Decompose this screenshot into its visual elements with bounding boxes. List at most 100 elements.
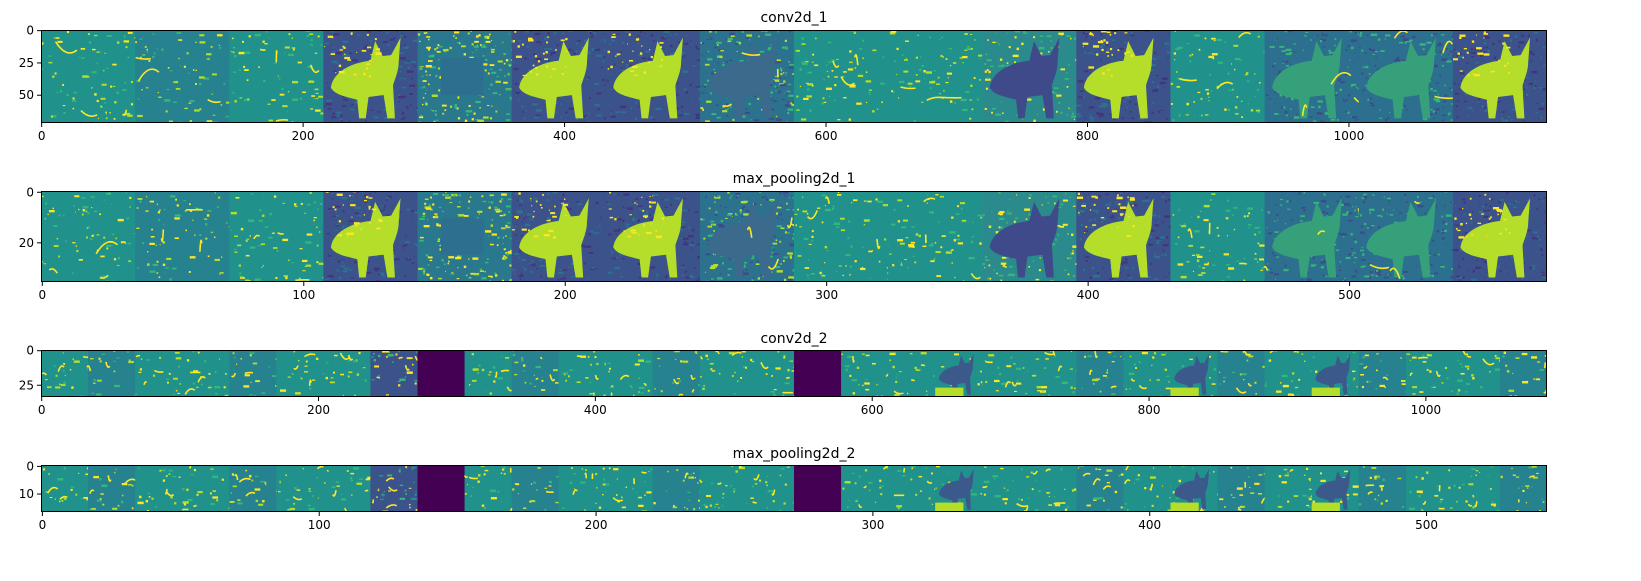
activation-speck [937, 76, 940, 79]
feature-map-tile [1217, 350, 1268, 397]
feature-map-tile [1452, 191, 1547, 282]
activation-speck [156, 203, 158, 205]
activation-speck [458, 201, 461, 203]
activation-speck [1488, 220, 1491, 223]
activation-speck [1026, 98, 1032, 101]
activation-speck [684, 122, 691, 123]
activation-speck [929, 87, 932, 90]
tile-background [1170, 30, 1266, 123]
activation-speck [1157, 56, 1160, 58]
activation-speck [717, 55, 719, 58]
activation-speck [291, 262, 294, 264]
activation-edge [690, 374, 695, 381]
activation-edge [723, 103, 732, 107]
activation-speck [53, 225, 58, 227]
activation-speck [1155, 219, 1158, 221]
activation-speck [1223, 376, 1227, 379]
activation-speck [222, 122, 226, 123]
activation-speck [1277, 219, 1279, 221]
activation-speck [249, 246, 256, 249]
activation-speck [782, 72, 785, 74]
activation-speck [340, 265, 346, 268]
activation-edge [277, 232, 284, 235]
activation-speck [899, 371, 902, 373]
activation-speck [1469, 51, 1471, 53]
feature-map-tile [1170, 350, 1219, 397]
activation-speck [1191, 53, 1194, 56]
activation-speck [1542, 276, 1547, 279]
activation-speck [799, 85, 801, 87]
activation-speck [332, 112, 335, 115]
activation-speck [1469, 197, 1472, 200]
activation-speck [91, 48, 96, 51]
feature-map-tile [1358, 30, 1458, 123]
activation-speck [1525, 97, 1527, 99]
x-tick-label: 300 [815, 288, 838, 302]
activation-speck [397, 380, 401, 383]
activation-speck [354, 206, 361, 210]
activation-speck [890, 253, 893, 255]
activation-speck [175, 357, 182, 360]
activation-edge [253, 234, 261, 240]
activation-speck [369, 193, 372, 195]
activation-speck [525, 215, 528, 218]
activation-speck [508, 210, 511, 213]
activation-speck [681, 224, 684, 226]
activation-speck [708, 207, 711, 210]
activation-speck [971, 108, 974, 111]
activation-speck [1483, 215, 1489, 218]
activation-speck [449, 202, 453, 204]
activation-speck [1204, 114, 1209, 116]
activation-speck [770, 390, 775, 393]
activation-speck [1429, 253, 1431, 255]
x-tick-label: 100 [292, 288, 315, 302]
activation-speck [1452, 58, 1459, 61]
activation-speck [1021, 118, 1025, 120]
activation-speck [91, 234, 94, 237]
activation-speck [1105, 41, 1109, 44]
activation-speck [709, 266, 716, 270]
activation-speck [1303, 209, 1306, 212]
activation-speck [1283, 269, 1289, 272]
activation-speck [206, 53, 212, 56]
activation-speck [497, 60, 503, 63]
activation-speck [1530, 53, 1534, 55]
activation-speck [1157, 222, 1159, 224]
activation-speck [375, 48, 380, 51]
activation-speck [791, 370, 795, 372]
activation-speck [398, 384, 401, 387]
activation-speck [934, 257, 936, 259]
activation-speck [385, 394, 389, 396]
activation-speck [497, 210, 502, 212]
activation-speck [788, 84, 792, 86]
activation-speck [55, 374, 58, 377]
activation-speck [775, 115, 778, 118]
activation-speck [1168, 32, 1170, 35]
activation-speck [1502, 119, 1509, 122]
activation-speck [1127, 274, 1130, 277]
activation-speck [594, 356, 597, 359]
activation-speck [665, 274, 668, 277]
activation-speck [1099, 390, 1102, 393]
activation-speck [491, 105, 493, 107]
activation-speck [1344, 73, 1347, 76]
activation-speck [780, 205, 782, 207]
activation-speck [1431, 274, 1435, 278]
activation-speck [793, 395, 795, 397]
activation-speck [788, 197, 791, 199]
activation-speck [513, 67, 519, 70]
activation-speck [494, 208, 500, 211]
activation-speck [1379, 117, 1383, 119]
feature-map-tile [41, 30, 141, 123]
activation-speck [473, 45, 479, 48]
activation-speck [761, 109, 763, 111]
activation-speck [1203, 219, 1209, 222]
activation-speck [86, 227, 89, 229]
activation-speck [1107, 48, 1110, 51]
activation-speck [700, 225, 703, 228]
activation-speck [1351, 46, 1354, 50]
activation-speck [1161, 254, 1164, 257]
activation-speck [395, 353, 398, 356]
activation-speck [1296, 394, 1300, 396]
activation-speck [724, 217, 728, 219]
